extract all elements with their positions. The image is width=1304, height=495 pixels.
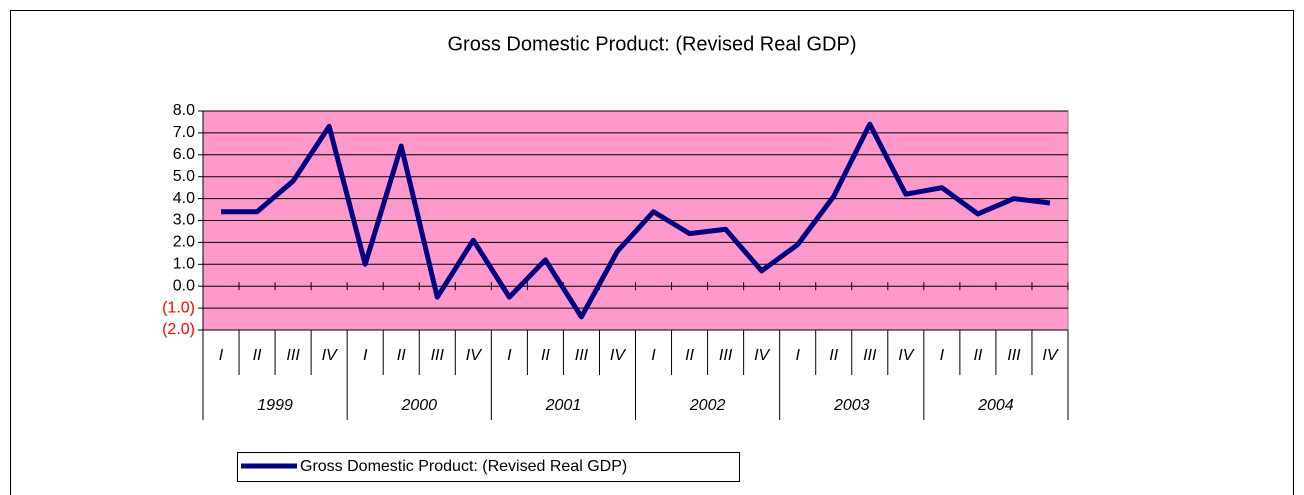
y-tick-label: 2.0 [173,234,195,251]
legend-label: Gross Domestic Product: (Revised Real GD… [300,458,627,475]
x-tick-label: II [685,347,694,364]
x-tick-label: I [940,347,945,364]
y-tick-label: 8.0 [173,102,195,119]
x-tick-label: II [397,347,406,364]
y-tick-label: (2.0) [162,321,195,338]
y-tick-label: 4.0 [173,190,195,207]
x-tick-label: II [829,347,838,364]
group-label: 2000 [400,397,437,414]
y-tick-label: 5.0 [173,168,195,185]
x-tick-label: I [795,347,800,364]
x-tick-label: I [219,347,224,364]
y-tick-label: 3.0 [173,212,195,229]
x-tick-label: III [1007,347,1021,364]
x-tick-label: II [253,347,262,364]
x-tick-label: I [507,347,512,364]
x-tick-label: IV [1042,347,1058,364]
y-tick-label: 0.0 [173,277,195,294]
legend [237,452,740,482]
x-tick-label: I [651,347,656,364]
x-tick-label: IV [754,347,770,364]
y-tick-label: 1.0 [173,256,195,273]
group-label: 2001 [545,397,582,414]
x-tick-label: II [973,347,982,364]
y-tick-label: 7.0 [173,124,195,141]
group-label: 2004 [977,397,1014,414]
x-tick-label: III [863,347,877,364]
group-label: 1999 [257,397,293,414]
x-tick-label: II [541,347,550,364]
group-label: 2003 [833,397,870,414]
x-tick-label: IV [898,347,914,364]
chart-title: Gross Domestic Product: (Revised Real GD… [447,33,856,55]
x-tick-label: III [719,347,733,364]
x-tick-label: I [363,347,368,364]
group-label: 2002 [689,397,726,414]
x-tick-label: IV [466,347,482,364]
x-tick-label: III [286,347,300,364]
data-line [221,121,1051,320]
x-tick-label: III [575,347,589,364]
y-tick-label: 6.0 [173,146,195,163]
x-tick-label: III [431,347,445,364]
y-tick-label: (1.0) [162,299,195,316]
x-tick-label: IV [610,347,626,364]
x-tick-label: IV [322,347,338,364]
